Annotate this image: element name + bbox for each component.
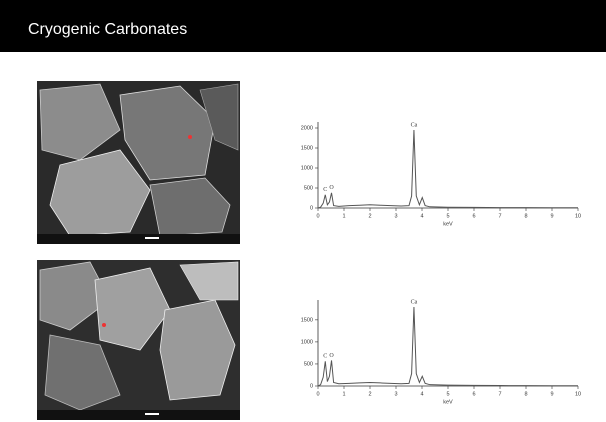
x-tick-label: 8 bbox=[524, 391, 527, 397]
y-tick-label: 500 bbox=[304, 185, 313, 191]
x-tick-label: 9 bbox=[550, 391, 553, 397]
x-tick-label: 4 bbox=[420, 391, 423, 397]
x-tick-label: 1 bbox=[342, 213, 345, 219]
peak-label: Ca bbox=[411, 122, 418, 128]
sem-image bbox=[37, 81, 240, 244]
sem-image bbox=[37, 260, 240, 420]
peak-label: O bbox=[329, 185, 334, 191]
peak-label: C bbox=[323, 187, 327, 193]
y-tick-label: 1500 bbox=[301, 145, 313, 151]
x-tick-label: 10 bbox=[575, 213, 581, 219]
x-tick-label: 5 bbox=[446, 213, 449, 219]
spectrum-line bbox=[317, 129, 578, 209]
x-tick-label: 6 bbox=[472, 213, 475, 219]
x-tick-label: 2 bbox=[368, 391, 371, 397]
x-tick-label: 4 bbox=[420, 213, 423, 219]
y-tick-label: 0 bbox=[310, 205, 313, 211]
x-tick-label: 2 bbox=[368, 213, 371, 219]
peak-label: C bbox=[323, 354, 327, 360]
y-tick-label: 1500 bbox=[301, 317, 313, 323]
x-tick-label: 10 bbox=[575, 391, 581, 397]
peak-label: O bbox=[329, 353, 334, 359]
y-tick-label: 500 bbox=[304, 361, 313, 367]
slide-title: Cryogenic Carbonates bbox=[28, 21, 187, 38]
y-tick-label: 2000 bbox=[301, 125, 313, 131]
y-tick-label: 0 bbox=[310, 383, 313, 389]
x-tick-label: 6 bbox=[472, 391, 475, 397]
x-tick-label: 5 bbox=[446, 391, 449, 397]
x-axis-label: keV bbox=[443, 221, 453, 227]
y-tick-label: 1000 bbox=[301, 339, 313, 345]
x-tick-label: 3 bbox=[394, 213, 397, 219]
x-tick-label: 1 bbox=[342, 391, 345, 397]
header-bar bbox=[0, 0, 606, 52]
spectrum-line bbox=[317, 307, 578, 387]
x-tick-label: 7 bbox=[498, 213, 501, 219]
x-tick-label: 0 bbox=[316, 213, 319, 219]
y-tick-label: 1000 bbox=[301, 165, 313, 171]
x-tick-label: 7 bbox=[498, 391, 501, 397]
x-tick-label: 9 bbox=[550, 213, 553, 219]
peak-label: Ca bbox=[411, 299, 418, 305]
x-tick-label: 3 bbox=[394, 391, 397, 397]
x-tick-label: 8 bbox=[524, 213, 527, 219]
x-tick-label: 0 bbox=[316, 391, 319, 397]
x-axis-label: keV bbox=[443, 399, 453, 405]
